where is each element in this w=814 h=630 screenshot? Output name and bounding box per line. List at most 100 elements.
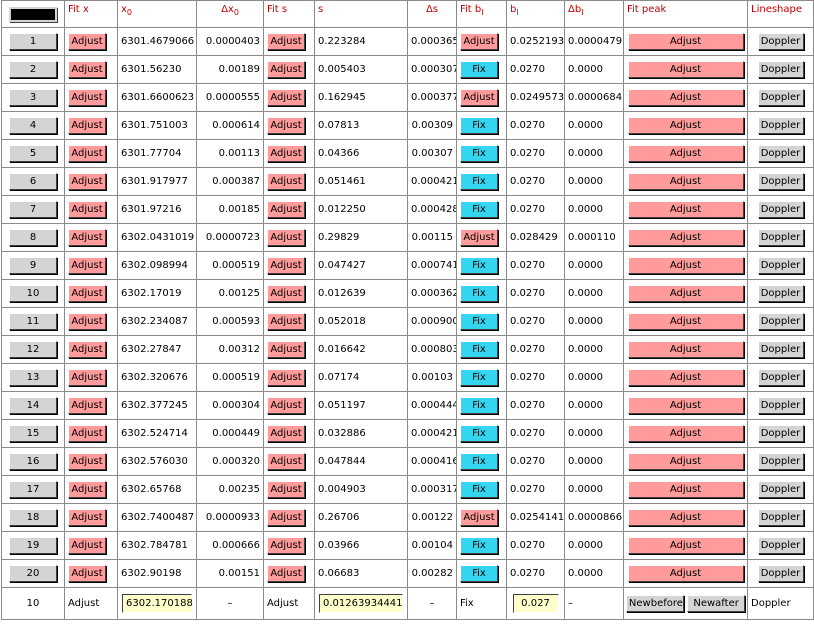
- fit-b-toggle[interactable]: Fix: [460, 285, 498, 302]
- fit-peak-toggle[interactable]: Adjust: [627, 33, 744, 50]
- new-before-button[interactable]: Newbefore: [625, 595, 684, 612]
- peak-select-button[interactable]: 12: [9, 341, 57, 358]
- fit-x-toggle[interactable]: Adjust: [68, 145, 106, 162]
- fit-b-toggle[interactable]: Fix: [460, 257, 498, 274]
- peak-select-button[interactable]: 5: [9, 145, 57, 162]
- fit-b-toggle[interactable]: Fix: [460, 453, 498, 470]
- fit-peak-toggle[interactable]: Adjust: [627, 369, 744, 386]
- lineshape-button[interactable]: Doppler: [757, 285, 804, 302]
- peak-select-button[interactable]: 10: [9, 285, 57, 302]
- b-input[interactable]: 0.027: [512, 594, 559, 613]
- lineshape-button[interactable]: Doppler: [757, 89, 804, 106]
- peak-select-button[interactable]: 19: [9, 537, 57, 554]
- fit-x-toggle[interactable]: Adjust: [68, 369, 106, 386]
- fit-b-toggle[interactable]: Fix: [460, 313, 498, 330]
- fit-b-toggle[interactable]: Fix: [460, 425, 498, 442]
- x0-input[interactable]: 6302.170188: [122, 594, 193, 613]
- peak-select-button[interactable]: 7: [9, 201, 57, 218]
- fit-b-toggle[interactable]: Fix: [460, 61, 498, 78]
- lineshape-button[interactable]: Doppler: [757, 397, 804, 414]
- peak-select-button[interactable]: 9: [9, 257, 57, 274]
- fit-x-toggle[interactable]: Adjust: [68, 33, 106, 50]
- fit-x-toggle[interactable]: Adjust: [68, 229, 106, 246]
- fit-s-toggle[interactable]: Adjust: [267, 453, 305, 470]
- fit-peak-toggle[interactable]: Adjust: [627, 117, 744, 134]
- fit-s-toggle[interactable]: Adjust: [267, 285, 305, 302]
- fit-x-toggle[interactable]: Adjust: [68, 61, 106, 78]
- new-after-button[interactable]: Newafter: [687, 595, 746, 612]
- lineshape-button[interactable]: Doppler: [757, 257, 804, 274]
- lineshape-button[interactable]: Doppler: [757, 201, 804, 218]
- fit-x-toggle[interactable]: Adjust: [68, 313, 106, 330]
- fit-x-toggle[interactable]: Adjust: [68, 453, 106, 470]
- fit-peak-toggle[interactable]: Adjust: [627, 397, 744, 414]
- fit-peak-toggle[interactable]: Adjust: [627, 201, 744, 218]
- select-all-header[interactable]: [1, 0, 65, 28]
- fit-peak-toggle[interactable]: Adjust: [627, 453, 744, 470]
- fit-s-toggle[interactable]: Adjust: [267, 229, 305, 246]
- lineshape-button[interactable]: Doppler: [757, 509, 804, 526]
- lineshape-button[interactable]: Doppler: [757, 537, 804, 554]
- lineshape-button[interactable]: Doppler: [757, 481, 804, 498]
- lineshape-button[interactable]: Doppler: [757, 173, 804, 190]
- fit-peak-toggle[interactable]: Adjust: [627, 285, 744, 302]
- fit-x-toggle[interactable]: Adjust: [68, 397, 106, 414]
- fit-s-toggle[interactable]: Adjust: [267, 173, 305, 190]
- fit-b-toggle[interactable]: Fix: [460, 537, 498, 554]
- fit-s-toggle[interactable]: Adjust: [267, 117, 305, 134]
- fit-x-toggle[interactable]: Adjust: [68, 117, 106, 134]
- fit-s-toggle[interactable]: Adjust: [267, 89, 305, 106]
- fit-b-toggle[interactable]: Fix: [460, 481, 498, 498]
- fit-b-toggle[interactable]: Adjust: [460, 229, 498, 246]
- lineshape-button[interactable]: Doppler: [757, 61, 804, 78]
- fit-x-toggle[interactable]: Adjust: [68, 285, 106, 302]
- fit-peak-toggle[interactable]: Adjust: [627, 565, 744, 582]
- lineshape-button[interactable]: Doppler: [757, 229, 804, 246]
- fit-peak-toggle[interactable]: Adjust: [627, 509, 744, 526]
- select-all-button[interactable]: [9, 6, 57, 22]
- peak-select-button[interactable]: 3: [9, 89, 57, 106]
- fit-s-toggle[interactable]: Adjust: [267, 313, 305, 330]
- peak-select-button[interactable]: 1: [9, 33, 57, 50]
- peak-select-button[interactable]: 13: [9, 369, 57, 386]
- fit-x-toggle[interactable]: Adjust: [68, 481, 106, 498]
- fit-peak-toggle[interactable]: Adjust: [627, 537, 744, 554]
- fit-s-toggle[interactable]: Adjust: [267, 425, 305, 442]
- fit-x-toggle[interactable]: Adjust: [68, 89, 106, 106]
- peak-select-button[interactable]: 6: [9, 173, 57, 190]
- fit-x-toggle[interactable]: Adjust: [68, 201, 106, 218]
- peak-select-button[interactable]: 11: [9, 313, 57, 330]
- fit-b-toggle[interactable]: Fix: [460, 397, 498, 414]
- fit-b-toggle[interactable]: Fix: [460, 201, 498, 218]
- lineshape-button[interactable]: Doppler: [757, 117, 804, 134]
- fit-s-toggle[interactable]: Adjust: [267, 509, 305, 526]
- lineshape-button[interactable]: Doppler: [757, 425, 804, 442]
- fit-b-toggle[interactable]: Fix: [460, 117, 498, 134]
- fit-peak-toggle[interactable]: Adjust: [627, 145, 744, 162]
- peak-select-button[interactable]: 8: [9, 229, 57, 246]
- fit-x-toggle[interactable]: Adjust: [68, 509, 106, 526]
- peak-select-button[interactable]: 4: [9, 117, 57, 134]
- lineshape-button[interactable]: Doppler: [757, 145, 804, 162]
- fit-peak-toggle[interactable]: Adjust: [627, 425, 744, 442]
- peak-select-button[interactable]: 17: [9, 481, 57, 498]
- fit-x-toggle[interactable]: Adjust: [68, 341, 106, 358]
- fit-b-toggle[interactable]: Adjust: [460, 89, 498, 106]
- lineshape-button[interactable]: Doppler: [757, 453, 804, 470]
- fit-b-toggle[interactable]: Fix: [460, 565, 498, 582]
- fit-peak-toggle[interactable]: Adjust: [627, 313, 744, 330]
- fit-x-toggle[interactable]: Adjust: [68, 537, 106, 554]
- fit-x-toggle[interactable]: Adjust: [68, 173, 106, 190]
- fit-s-toggle[interactable]: Adjust: [267, 481, 305, 498]
- fit-b-toggle[interactable]: Adjust: [460, 33, 498, 50]
- fit-s-toggle[interactable]: Adjust: [267, 369, 305, 386]
- lineshape-button[interactable]: Doppler: [757, 369, 804, 386]
- fit-peak-toggle[interactable]: Adjust: [627, 257, 744, 274]
- fit-s-toggle[interactable]: Adjust: [267, 537, 305, 554]
- lineshape-button[interactable]: Doppler: [757, 313, 804, 330]
- fit-s-toggle[interactable]: Adjust: [267, 33, 305, 50]
- fit-b-toggle[interactable]: Fix: [460, 173, 498, 190]
- fit-s-toggle[interactable]: Adjust: [267, 341, 305, 358]
- fit-b-toggle[interactable]: Fix: [460, 341, 498, 358]
- peak-select-button[interactable]: 20: [9, 565, 57, 582]
